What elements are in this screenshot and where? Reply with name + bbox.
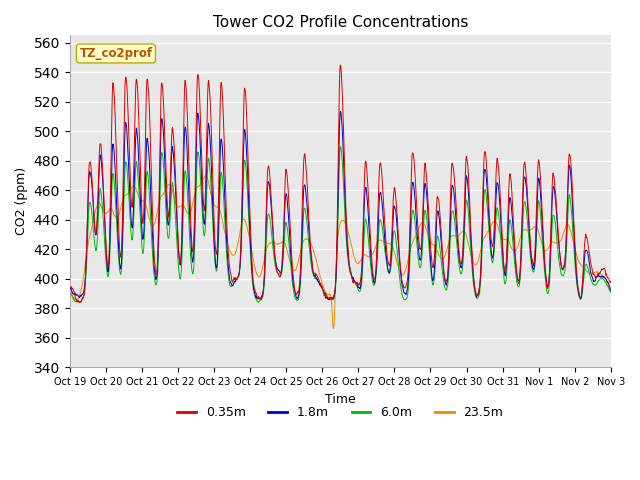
Text: TZ_co2prof: TZ_co2prof <box>79 47 152 60</box>
Y-axis label: CO2 (ppm): CO2 (ppm) <box>15 168 28 236</box>
X-axis label: Time: Time <box>325 393 356 406</box>
Legend: 0.35m, 1.8m, 6.0m, 23.5m: 0.35m, 1.8m, 6.0m, 23.5m <box>172 401 508 424</box>
Title: Tower CO2 Profile Concentrations: Tower CO2 Profile Concentrations <box>212 15 468 30</box>
